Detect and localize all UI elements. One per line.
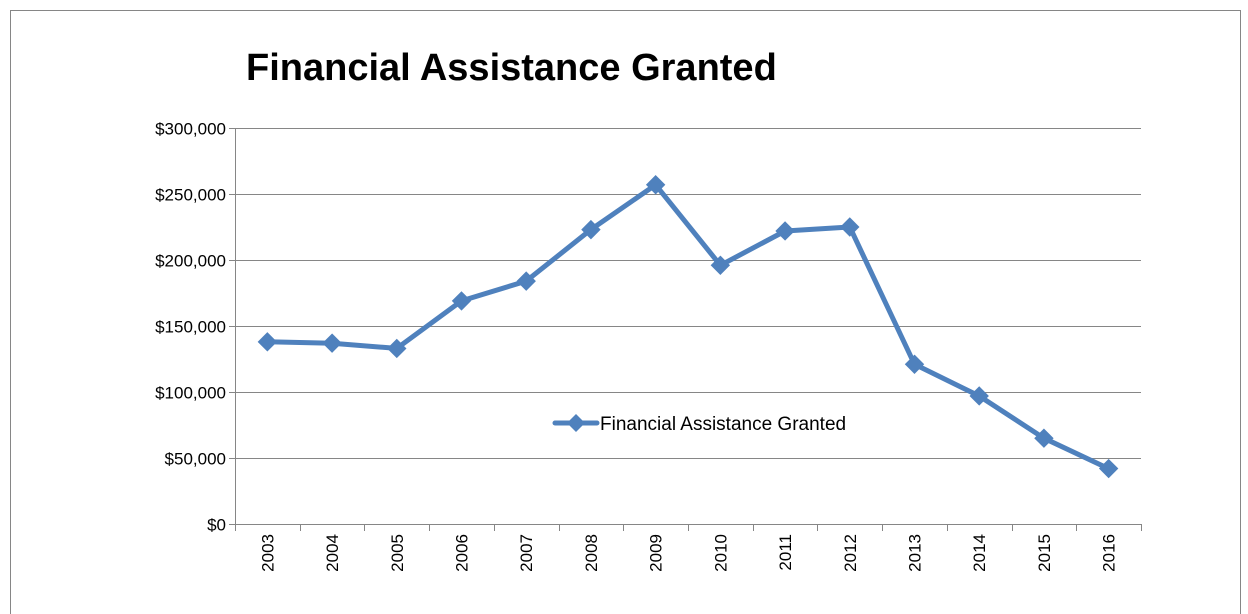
legend-diamond-marker — [567, 414, 585, 432]
legend: Financial Assistance Granted — [552, 414, 846, 435]
data-point-marker — [969, 386, 989, 406]
x-tick-label: 2014 — [970, 534, 989, 572]
y-tick-label: $300,000 — [155, 120, 226, 139]
x-tick-label: 2007 — [517, 534, 536, 572]
data-point-marker — [516, 271, 536, 291]
legend-label: Financial Assistance Granted — [600, 414, 846, 435]
y-tick-label: $150,000 — [155, 318, 226, 337]
x-tick-label: 2004 — [323, 534, 342, 572]
data-point-marker — [257, 332, 278, 352]
y-tick-label: $100,000 — [155, 384, 226, 403]
x-tick-label: 2016 — [1100, 534, 1119, 572]
x-tick-label: 2003 — [258, 534, 277, 572]
x-tick-label: 2011 — [776, 534, 795, 571]
data-point-marker — [581, 219, 601, 240]
x-tick-label: 2008 — [582, 534, 601, 572]
data-point-marker — [1034, 428, 1054, 448]
x-tick-label: 2013 — [906, 534, 925, 572]
x-tick-label: 2006 — [453, 534, 472, 572]
x-tick-label: 2010 — [711, 534, 730, 572]
data-point-marker — [387, 338, 407, 359]
series-line — [264, 182, 1112, 472]
x-tick-label: 2012 — [841, 534, 860, 572]
y-tick-label: $0 — [207, 516, 226, 535]
x-tick-label: 2015 — [1035, 534, 1054, 572]
data-point-marker — [1098, 458, 1119, 479]
gridlines — [235, 128, 1141, 459]
data-point-marker — [904, 354, 925, 374]
x-axis-ticks: 2003 2004 2005 2006 2007 2008 2009 2010 2011 2012… — [235, 524, 1142, 572]
series-financial-assistance — [257, 175, 1119, 479]
data-point-marker — [840, 217, 860, 237]
x-tick-label: 2005 — [388, 534, 407, 572]
y-tick-label: $200,000 — [155, 252, 226, 271]
data-point-marker — [775, 221, 795, 241]
data-point-marker — [322, 333, 342, 353]
chart-frame — [10, 10, 1241, 614]
y-tick-label: $250,000 — [155, 186, 226, 205]
x-tick-label: 2009 — [647, 534, 666, 572]
data-point-marker — [710, 255, 731, 275]
y-axis-ticks: $0 $50,000 $100,000 $150,000 $200,000 $250,00… — [155, 120, 235, 535]
data-point-marker — [645, 175, 666, 195]
chart-title: Financial Assistance Granted — [246, 47, 777, 89]
data-point-marker — [451, 291, 472, 311]
y-tick-label: $50,000 — [165, 450, 226, 469]
